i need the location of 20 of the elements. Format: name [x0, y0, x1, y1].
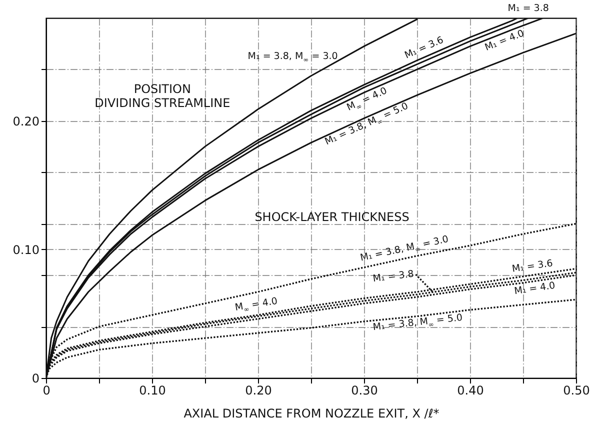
annotation: SHOCK-LAYER THICKNESS — [254, 210, 410, 225]
text: M₁ = 4.0 — [514, 280, 556, 298]
x-tick-label: 0.40 — [457, 384, 484, 398]
series-label: M₁ = 3.8 — [508, 3, 549, 14]
x-axis-title: AXIAL DISTANCE FROM NOZZLE EXIT, X /ℓ* — [184, 406, 440, 420]
y-tick-label: 0.10 — [12, 242, 40, 257]
x-tick-label: 0 — [42, 384, 50, 398]
annotation: POSITION DIVIDING STREAMLINE — [94, 82, 230, 111]
text: M₁ = 3.6 — [511, 258, 554, 275]
x-tick-label: 0.30 — [351, 384, 378, 398]
y-tick-label: 0.20 — [12, 114, 40, 128]
x-tick-label: 0.10 — [139, 384, 166, 398]
y-tick-label: 0 — [32, 372, 40, 386]
legend-label: M₁ = 3.8 — [372, 268, 414, 285]
series-label: M₁ = 3.8, M$_{∞}$ = 3.0 — [248, 51, 338, 64]
annotation: M$_{∞}$ = 4.0 — [234, 296, 279, 315]
x-tick-label: 0.20 — [245, 384, 272, 398]
text: M₁ = 4.0 — [483, 28, 526, 54]
text: M₁ = 3.6 — [403, 34, 446, 62]
x-tick-label: 0.50 — [563, 384, 590, 398]
